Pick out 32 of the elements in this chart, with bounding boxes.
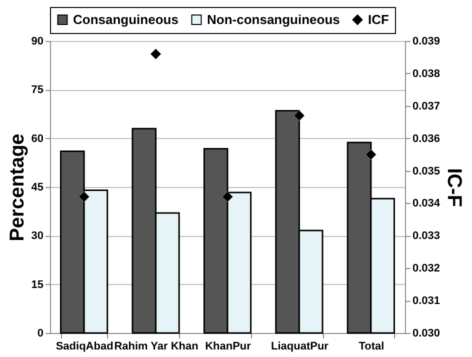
y2-tick-label: 0.032	[412, 262, 440, 275]
x-tick-label: KhanPur	[205, 340, 252, 352]
point	[294, 110, 305, 122]
y2-tick-label: 0.039	[412, 36, 440, 48]
x-tick-label: SadiqAbad	[56, 340, 114, 352]
x-tick-label: LiaquatPur	[270, 340, 330, 352]
y2-tick-label: 0.035	[412, 165, 440, 178]
y2-axis-title: IC-F	[443, 168, 466, 207]
legend-label: Consanguineous	[73, 12, 178, 27]
point	[78, 191, 90, 202]
y2-tick-label: 0.034	[412, 198, 441, 210]
y2-tick-label: 0.031	[412, 295, 440, 308]
y-tick-label: 30	[31, 230, 44, 242]
x-tick-label: Rahim Yar Khan	[114, 340, 199, 352]
y2-tick-label: 0.036	[412, 132, 440, 145]
y-tick-label: 45	[31, 182, 44, 194]
y-tick-label: 60	[31, 132, 44, 145]
legend-label: ICF	[368, 12, 389, 27]
y-axis-title: Percentage	[6, 134, 28, 242]
point	[150, 48, 162, 60]
y-tick-label: 75	[31, 84, 44, 96]
y-tick-label: 0	[37, 328, 44, 340]
y-tick-label: 15	[31, 278, 44, 291]
x-tick-label: Total	[358, 340, 384, 352]
y-tick-label: 90	[31, 36, 44, 48]
legend-label: Non-consanguineous	[207, 12, 340, 27]
y2-tick-label: 0.033	[412, 230, 440, 242]
y2-tick-label: 0.037	[412, 100, 440, 112]
y2-tick-label: 0.038	[412, 68, 440, 80]
point	[222, 191, 233, 202]
point	[365, 149, 376, 160]
y2-tick-label: 0.030	[412, 328, 440, 340]
